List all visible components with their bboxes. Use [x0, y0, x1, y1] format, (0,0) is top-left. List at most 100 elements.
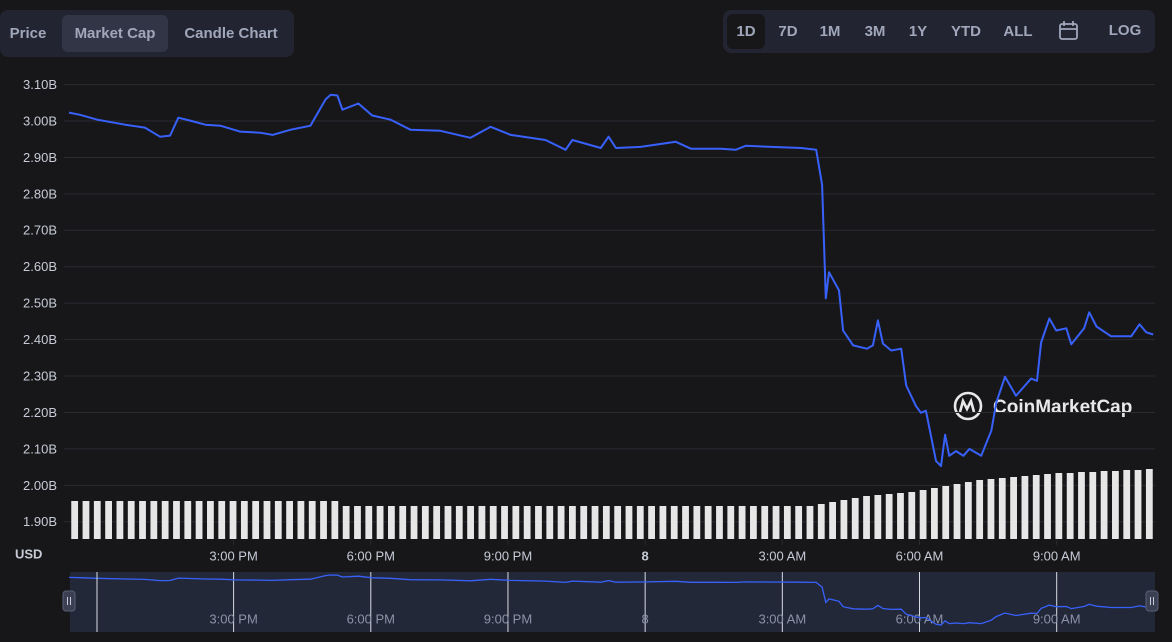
volume-bar — [648, 506, 655, 539]
navigator-tick-label: 8 — [642, 611, 649, 626]
volume-bar — [885, 494, 893, 539]
volume-bar — [467, 506, 474, 539]
volume-bar — [71, 501, 79, 539]
tab[interactable]: Price — [10, 25, 47, 42]
volume-bar — [376, 506, 384, 539]
volume-bar — [444, 506, 452, 539]
volume-bar — [150, 501, 158, 539]
x-tick-label: 6:00 PM — [347, 548, 395, 563]
volume-bar — [127, 501, 135, 539]
volume-bar — [636, 506, 644, 539]
navigator-tick-label: 6:00 PM — [347, 611, 395, 626]
volume-bar — [105, 501, 112, 539]
volume-bar — [919, 490, 927, 539]
volume-bar — [1055, 473, 1063, 539]
volume-bar — [1089, 472, 1097, 539]
volume-bar — [557, 506, 565, 539]
volume-bar — [840, 500, 848, 539]
volume-bar — [897, 493, 904, 539]
volume-bar — [161, 501, 169, 539]
navigator-tick-label: 3:00 PM — [209, 611, 257, 626]
range-button[interactable]: 7D — [778, 23, 797, 40]
y-axis-label: USD — [15, 546, 42, 561]
volume-bar — [750, 506, 757, 539]
volume-bar — [1123, 470, 1131, 539]
y-tick-label: 1.90B — [23, 514, 57, 529]
volume-bar — [987, 479, 995, 539]
volume-bar — [218, 501, 226, 539]
navigator-tick-label: 3:00 AM — [758, 611, 806, 626]
volume-bar — [365, 506, 373, 539]
volume-bar — [297, 501, 305, 539]
volume-bar — [625, 506, 633, 539]
volume-bar — [1112, 471, 1119, 539]
navigator-tick-label: 9:00 PM — [484, 611, 532, 626]
volume-bar — [433, 506, 441, 539]
tab[interactable]: Market Cap — [75, 25, 156, 42]
volume-bar — [82, 501, 90, 539]
volume-bar — [308, 501, 316, 539]
x-tick-label: 8 — [642, 548, 649, 563]
y-tick-label: 2.80B — [23, 186, 57, 201]
volume-bar — [478, 506, 486, 539]
range-active-bg — [727, 14, 765, 49]
x-tick-label: 3:00 PM — [209, 548, 257, 563]
price-line — [68, 93, 1154, 467]
y-tick-label: 3.10B — [23, 77, 57, 92]
range-button[interactable]: YTD — [951, 23, 981, 40]
volume-bar — [410, 506, 418, 539]
y-tick-label: 2.70B — [23, 223, 57, 238]
volume-bar — [229, 501, 237, 539]
volume-bar — [727, 506, 735, 539]
volume-bar — [569, 506, 576, 539]
range-button[interactable]: 1D — [736, 23, 755, 40]
tab[interactable]: Candle Chart — [184, 25, 277, 42]
volume-bar — [863, 496, 870, 539]
y-tick-label: 2.30B — [23, 368, 57, 383]
volume-bar — [716, 506, 723, 539]
x-tick-label: 6:00 AM — [896, 548, 944, 563]
volume-bar — [693, 506, 701, 539]
range-button[interactable]: 1Y — [909, 23, 927, 40]
volume-bar — [851, 498, 859, 539]
volume-bar — [806, 506, 814, 539]
volume-bar — [1078, 472, 1085, 539]
volume-bar — [682, 506, 689, 539]
log-button[interactable]: LOG — [1109, 22, 1142, 39]
navigator-handle[interactable] — [1145, 590, 1159, 612]
volume-bar — [455, 506, 463, 539]
x-tick-label: 3:00 AM — [758, 548, 806, 563]
volume-bar — [489, 506, 497, 539]
volume-bar — [286, 501, 293, 539]
y-tick-label: 2.50B — [23, 296, 57, 311]
navigator-handle[interactable] — [62, 590, 76, 612]
range-button[interactable]: 1M — [820, 23, 841, 40]
volume-bar — [998, 478, 1006, 539]
volume-bar — [535, 506, 542, 539]
volume-bar — [1021, 476, 1029, 539]
volume-bar — [580, 506, 588, 539]
y-tick-label: 2.10B — [23, 441, 57, 456]
watermark-logo — [953, 391, 983, 421]
volume-bar — [501, 506, 508, 539]
volume-bar — [976, 480, 984, 539]
y-tick-label: 2.60B — [23, 259, 57, 274]
volume-bar — [399, 506, 407, 539]
range-button[interactable]: 3M — [865, 23, 886, 40]
volume-bar — [1044, 474, 1051, 539]
y-tick-label: 2.90B — [23, 150, 57, 165]
volume-bar — [1010, 477, 1017, 539]
volume-bar — [252, 501, 260, 539]
watermark: CoinMarketCap — [993, 397, 1132, 418]
volume-bar — [1066, 473, 1074, 539]
navigator-tick-label: 9:00 AM — [1033, 611, 1081, 626]
volume-bar — [670, 506, 678, 539]
range-button[interactable]: ALL — [1003, 23, 1032, 40]
volume-bar — [274, 501, 282, 539]
calendar-icon[interactable] — [1059, 21, 1078, 40]
volume-bar — [874, 495, 882, 539]
volume-bar — [342, 506, 350, 539]
volume-bar — [1145, 469, 1153, 539]
volume-bar — [738, 506, 746, 539]
